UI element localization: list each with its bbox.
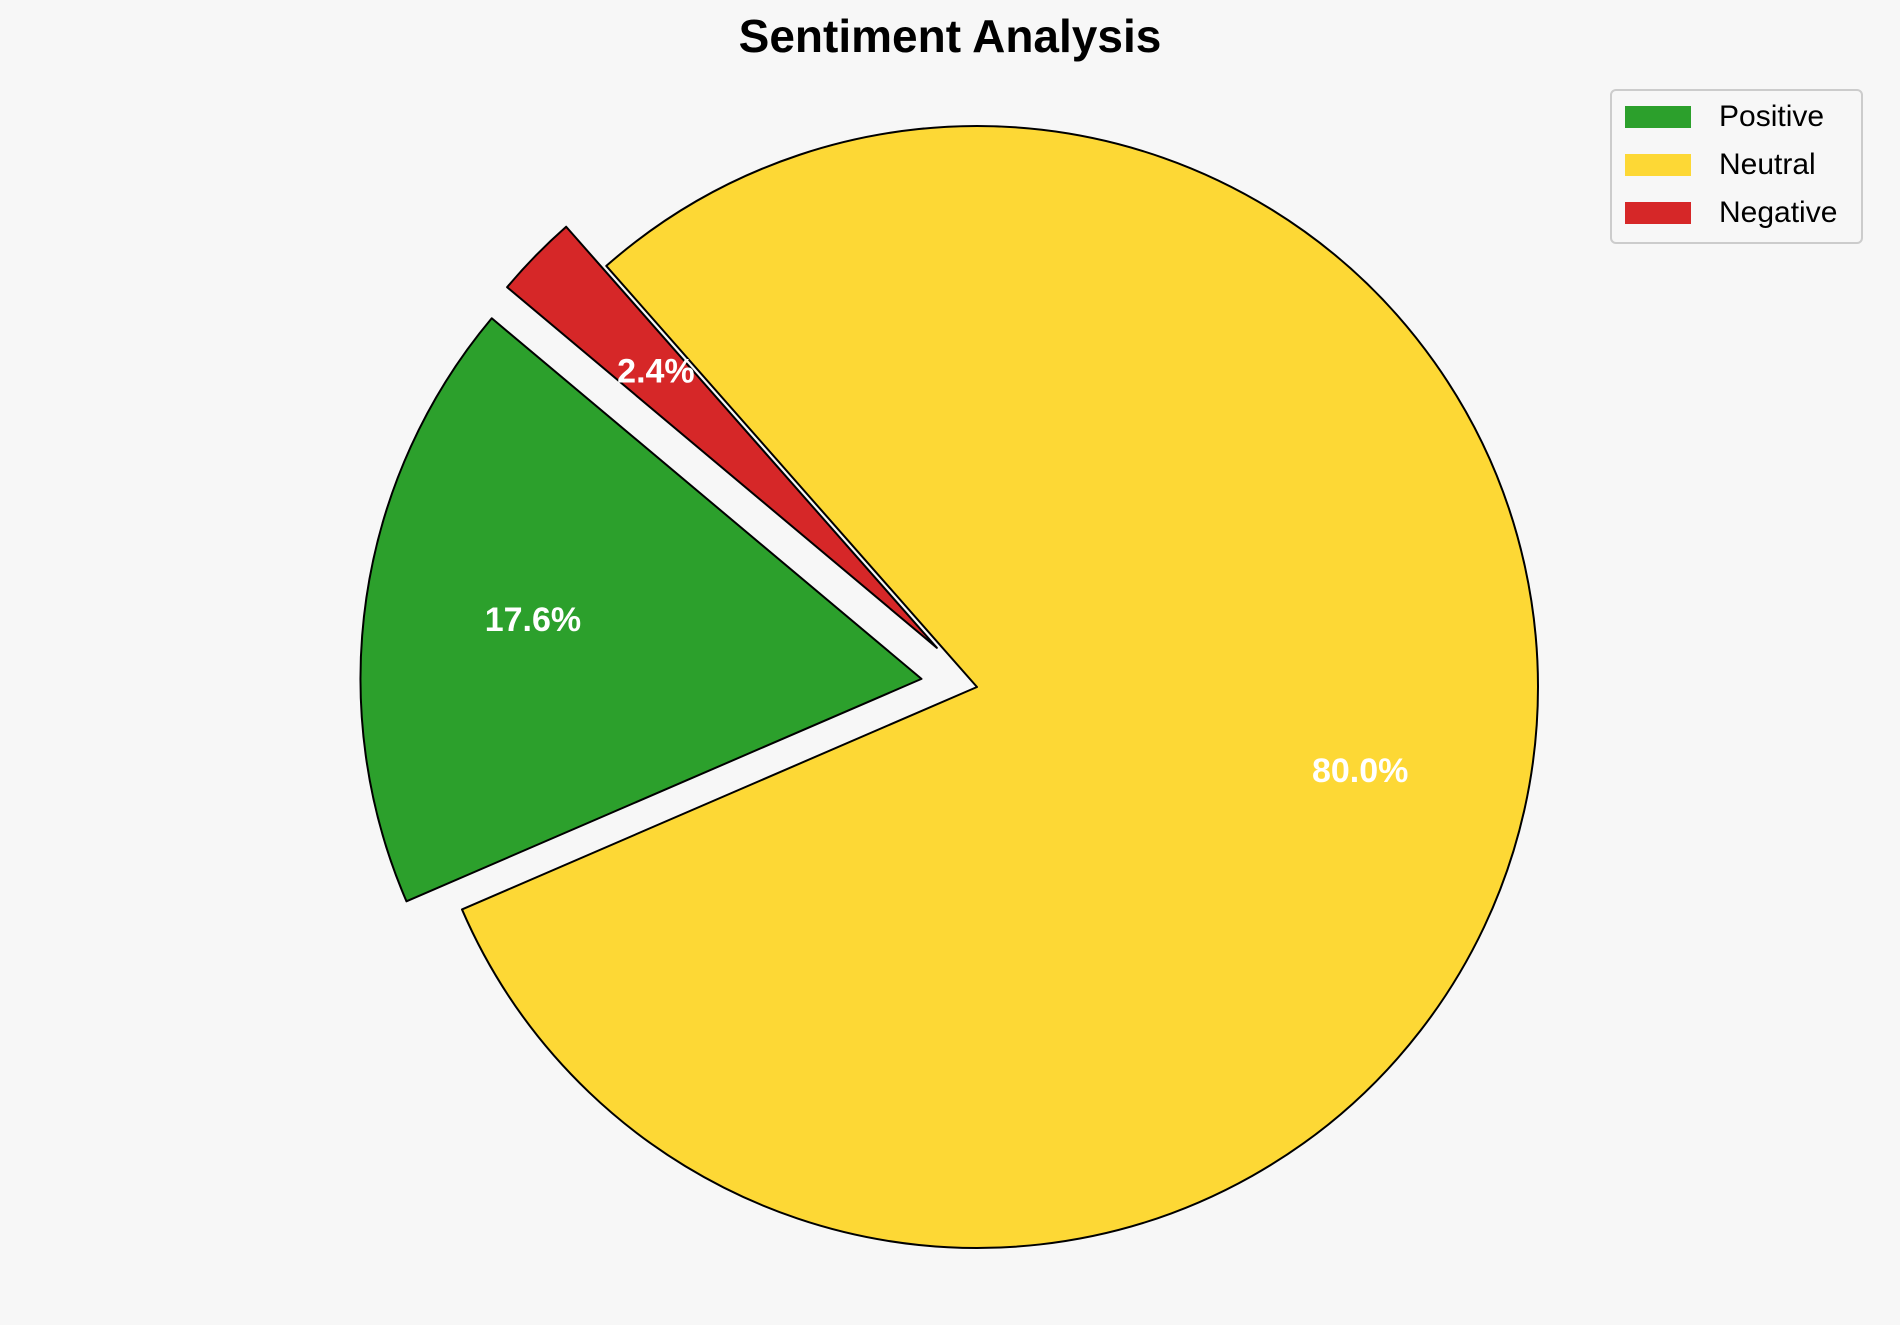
chart-title: Sentiment Analysis — [739, 10, 1162, 62]
legend-label: Positive — [1719, 100, 1824, 133]
pie-slice — [359, 317, 923, 903]
legend-swatch — [1625, 202, 1691, 224]
legend-label: Negative — [1719, 196, 1837, 229]
value-label: 80.0% — [1312, 752, 1408, 790]
legend-swatch — [1625, 106, 1691, 128]
pie-slice — [506, 225, 938, 649]
legend-swatch — [1625, 154, 1691, 176]
value-label: 17.6% — [485, 601, 581, 639]
legend-label: Neutral — [1719, 148, 1816, 181]
value-label: 2.4% — [617, 352, 695, 390]
pie-slice — [460, 125, 1539, 1249]
